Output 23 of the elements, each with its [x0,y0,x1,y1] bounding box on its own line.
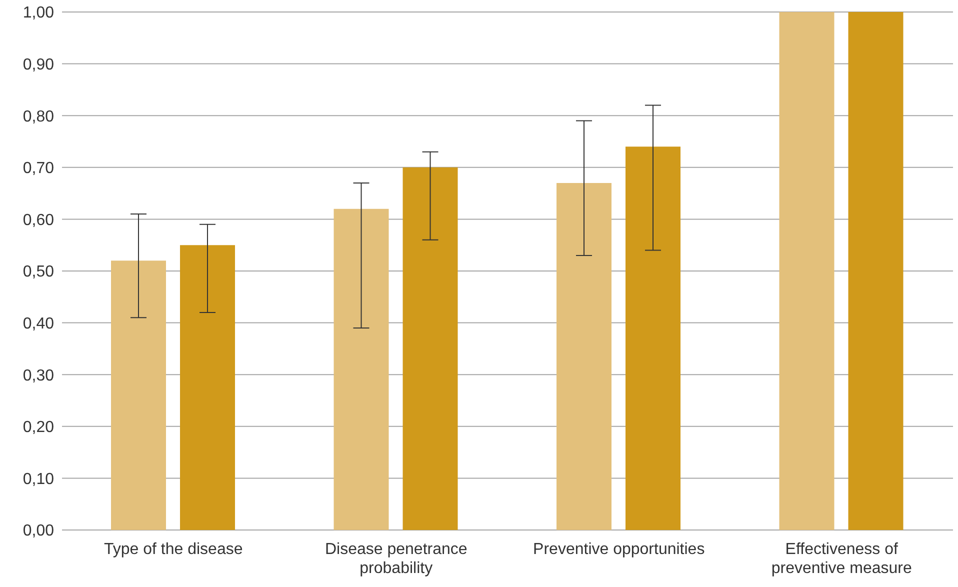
bar [626,146,681,530]
y-tick-label: 0,80 [22,108,54,126]
y-tick-label: 1,00 [22,4,54,22]
bar [111,260,166,530]
y-tick-label: 0,00 [22,522,54,540]
bar [334,208,389,530]
y-tick-label: 0,40 [22,315,54,332]
bar [402,167,458,530]
x-tick-label: Type of the disease [104,541,243,558]
y-tick-label: 0,50 [22,264,54,281]
y-tick-label: 0,30 [22,367,54,384]
y-tick-label: 0,90 [22,56,54,74]
y-tick-label: 0,70 [22,160,54,178]
x-tick-label: Disease penetrance probability [324,541,468,577]
y-tick-label: 0,20 [22,419,54,436]
bar [848,12,904,530]
bar [556,182,612,530]
x-tick-label: Effectiveness of preventive measure [771,541,912,577]
bar [779,12,834,530]
y-tick-label: 0,10 [22,470,54,488]
y-tick-label: 0,60 [22,212,54,229]
x-tick-label: Preventive opportunities [533,541,705,558]
bar [180,245,236,530]
